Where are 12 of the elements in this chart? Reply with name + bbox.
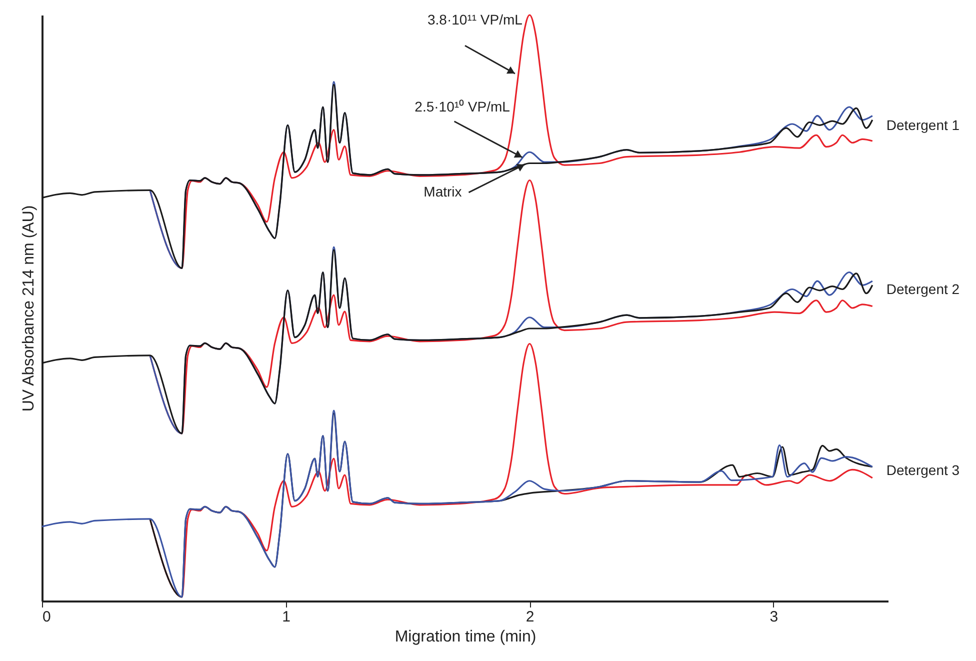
annotation: Detergent 2 bbox=[886, 280, 960, 297]
y-axis-title: UV Absorbance 214 nm (AU) bbox=[20, 205, 38, 412]
x-tick-label: 0 bbox=[42, 608, 51, 626]
x-axis-title: Migration time (min) bbox=[394, 628, 536, 646]
annotation: Matrix bbox=[424, 183, 462, 200]
x-tick-label: 3 bbox=[770, 608, 778, 626]
x-tick-label: 1 bbox=[282, 608, 290, 626]
x-tick-label: 2 bbox=[526, 608, 534, 626]
annotation: Detergent 3 bbox=[886, 462, 960, 478]
annotation: 3.8·10¹¹ VP/mL bbox=[428, 12, 523, 28]
annotation: Detergent 1 bbox=[886, 116, 960, 133]
annotation: 2.5·10¹⁰ VP/mL bbox=[414, 98, 510, 114]
